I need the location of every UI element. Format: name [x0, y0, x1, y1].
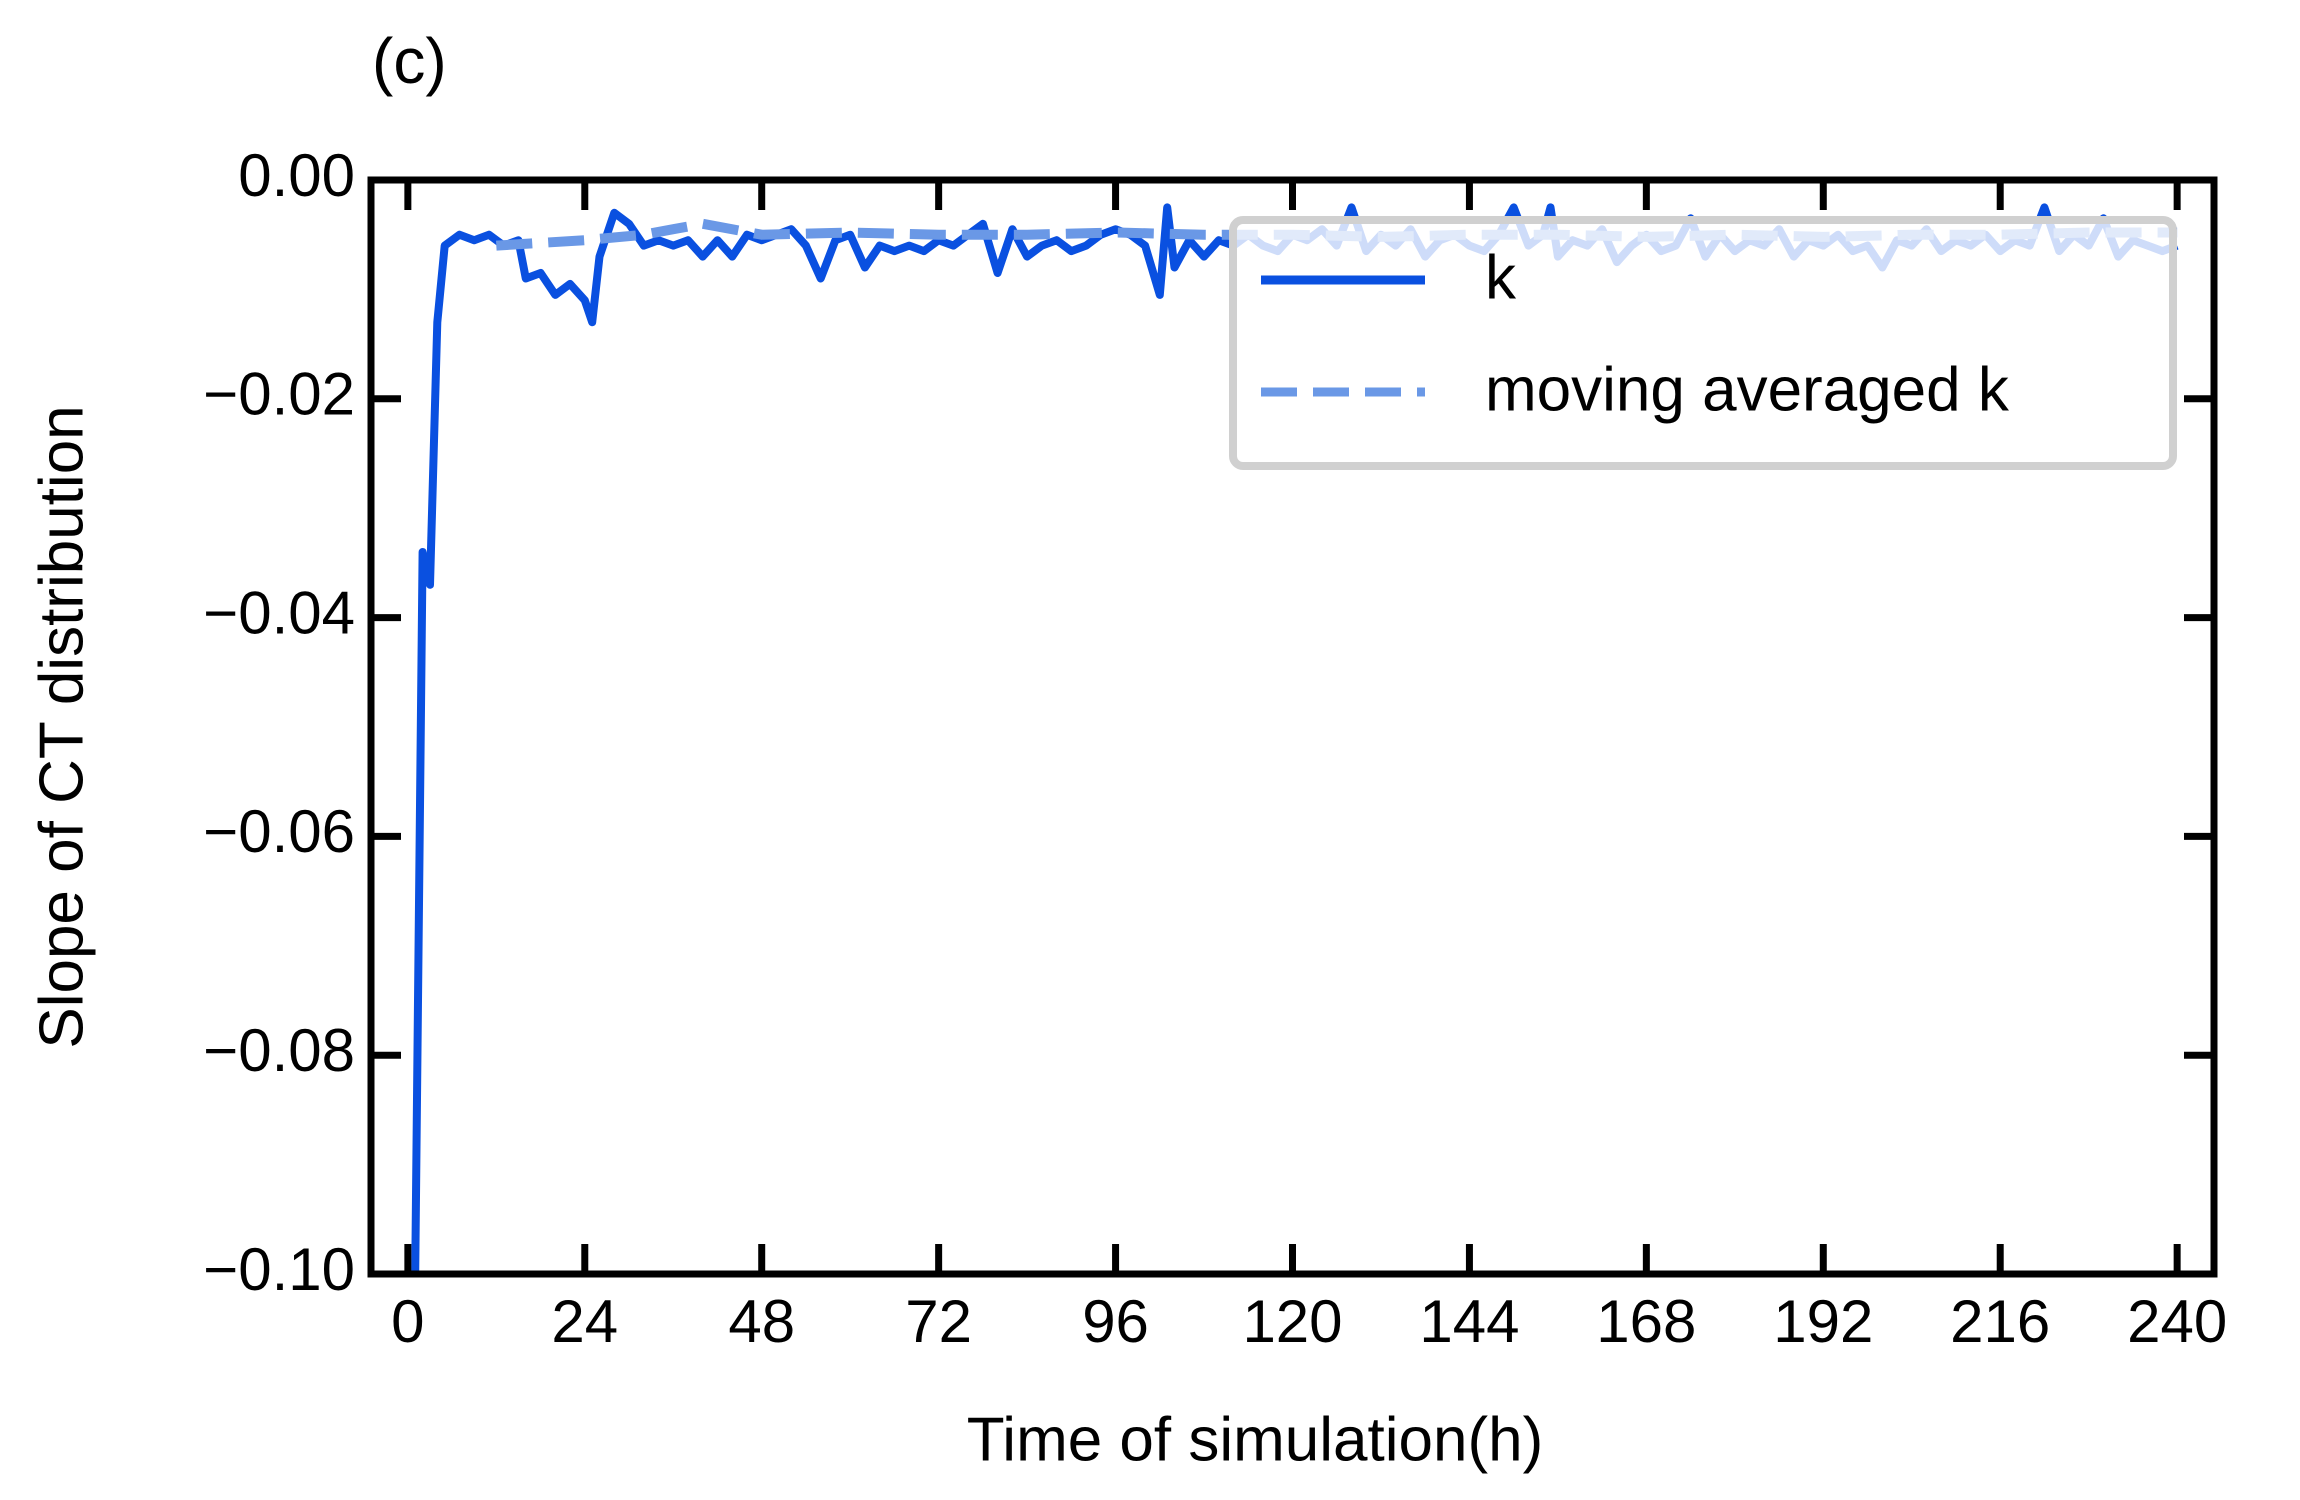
x-tick-label: 120	[1242, 1288, 1342, 1355]
x-tick-label: 168	[1596, 1288, 1696, 1355]
chart-title: (c)	[372, 25, 447, 97]
legend-label: moving averaged k	[1485, 355, 2010, 424]
legend-box	[1229, 216, 2177, 470]
x-tick-label: 144	[1419, 1288, 1519, 1355]
x-tick-label: 96	[1082, 1288, 1149, 1355]
x-tick-label: 216	[1950, 1288, 2050, 1355]
y-tick-label: 0.00	[238, 142, 355, 209]
x-tick-label: 72	[905, 1288, 972, 1355]
x-tick-label: 192	[1773, 1288, 1873, 1355]
x-tick-label: 0	[391, 1288, 424, 1355]
x-axis-label: Time of simulation(h)	[967, 1405, 1544, 1474]
x-tick-label: 240	[2127, 1288, 2227, 1355]
x-tick-label: 24	[551, 1288, 618, 1355]
overlay: k moving averaged k 0 24 48 72 96 120 144 168 192 2…	[203, 142, 2227, 1355]
y-tick-label: −0.08	[203, 1017, 355, 1084]
y-tick-label: −0.04	[203, 579, 355, 646]
y-tick-label: −0.02	[203, 361, 355, 428]
y-tick-label: −0.06	[203, 798, 355, 865]
y-tick-label: −0.10	[203, 1236, 355, 1303]
x-tick-label: 48	[728, 1288, 795, 1355]
y-axis-label: Slope of CT distribution	[27, 405, 96, 1048]
legend-label: k	[1485, 243, 1517, 312]
